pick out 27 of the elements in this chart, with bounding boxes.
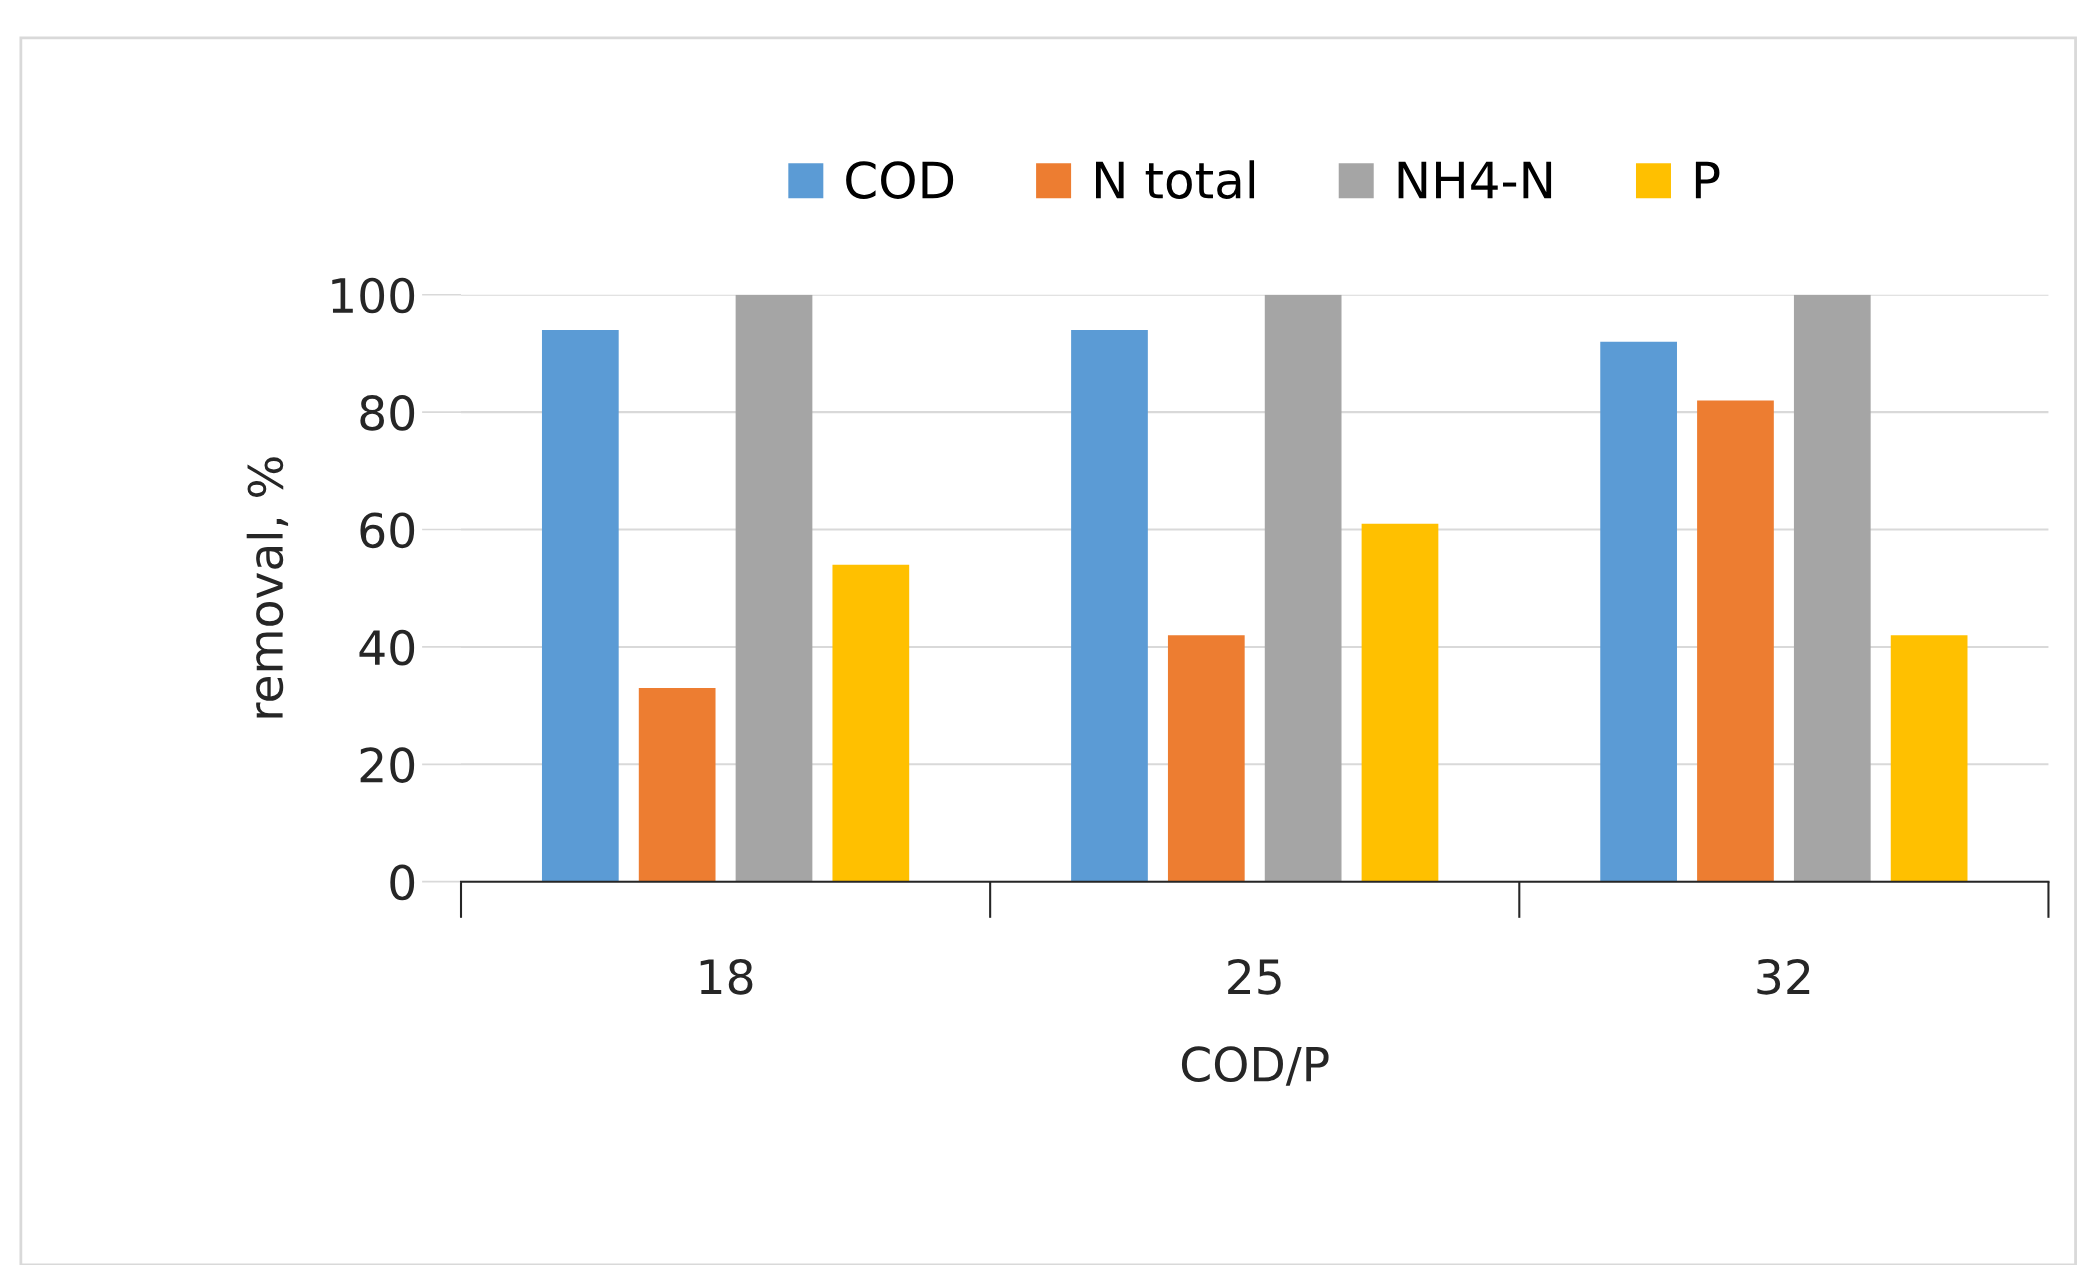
x-axis-title: COD/P (1181, 1046, 1329, 1086)
bar (832, 564, 910, 882)
bar (1361, 523, 1439, 882)
bar (1600, 341, 1677, 882)
y-tick-label: 80 (360, 395, 415, 431)
legend-label: N total (1096, 160, 1255, 199)
legend-label: P (1695, 161, 1720, 199)
y-tick-label: 20 (360, 747, 415, 783)
y-tick-label: 60 (360, 512, 415, 549)
x-tick-label: 25 (1228, 958, 1281, 995)
bar (735, 294, 813, 882)
legend-label: NH4-N (1398, 161, 1552, 199)
y-tick-label: 40 (359, 629, 415, 666)
bar (1697, 400, 1774, 882)
legend-label: COD (846, 161, 954, 199)
y-tick-label: 100 (332, 277, 415, 314)
bar (638, 688, 716, 882)
bar (1071, 329, 1148, 882)
y-axis-title: removal, % (246, 457, 289, 718)
bar (1793, 294, 1871, 882)
bar (1890, 635, 1968, 882)
bar (1167, 635, 1245, 882)
x-tick-label: 18 (700, 958, 753, 995)
x-tick-label: 32 (1757, 958, 1810, 995)
y-tick-label: 0 (390, 864, 415, 901)
bar (541, 329, 619, 882)
bar (1264, 294, 1342, 882)
